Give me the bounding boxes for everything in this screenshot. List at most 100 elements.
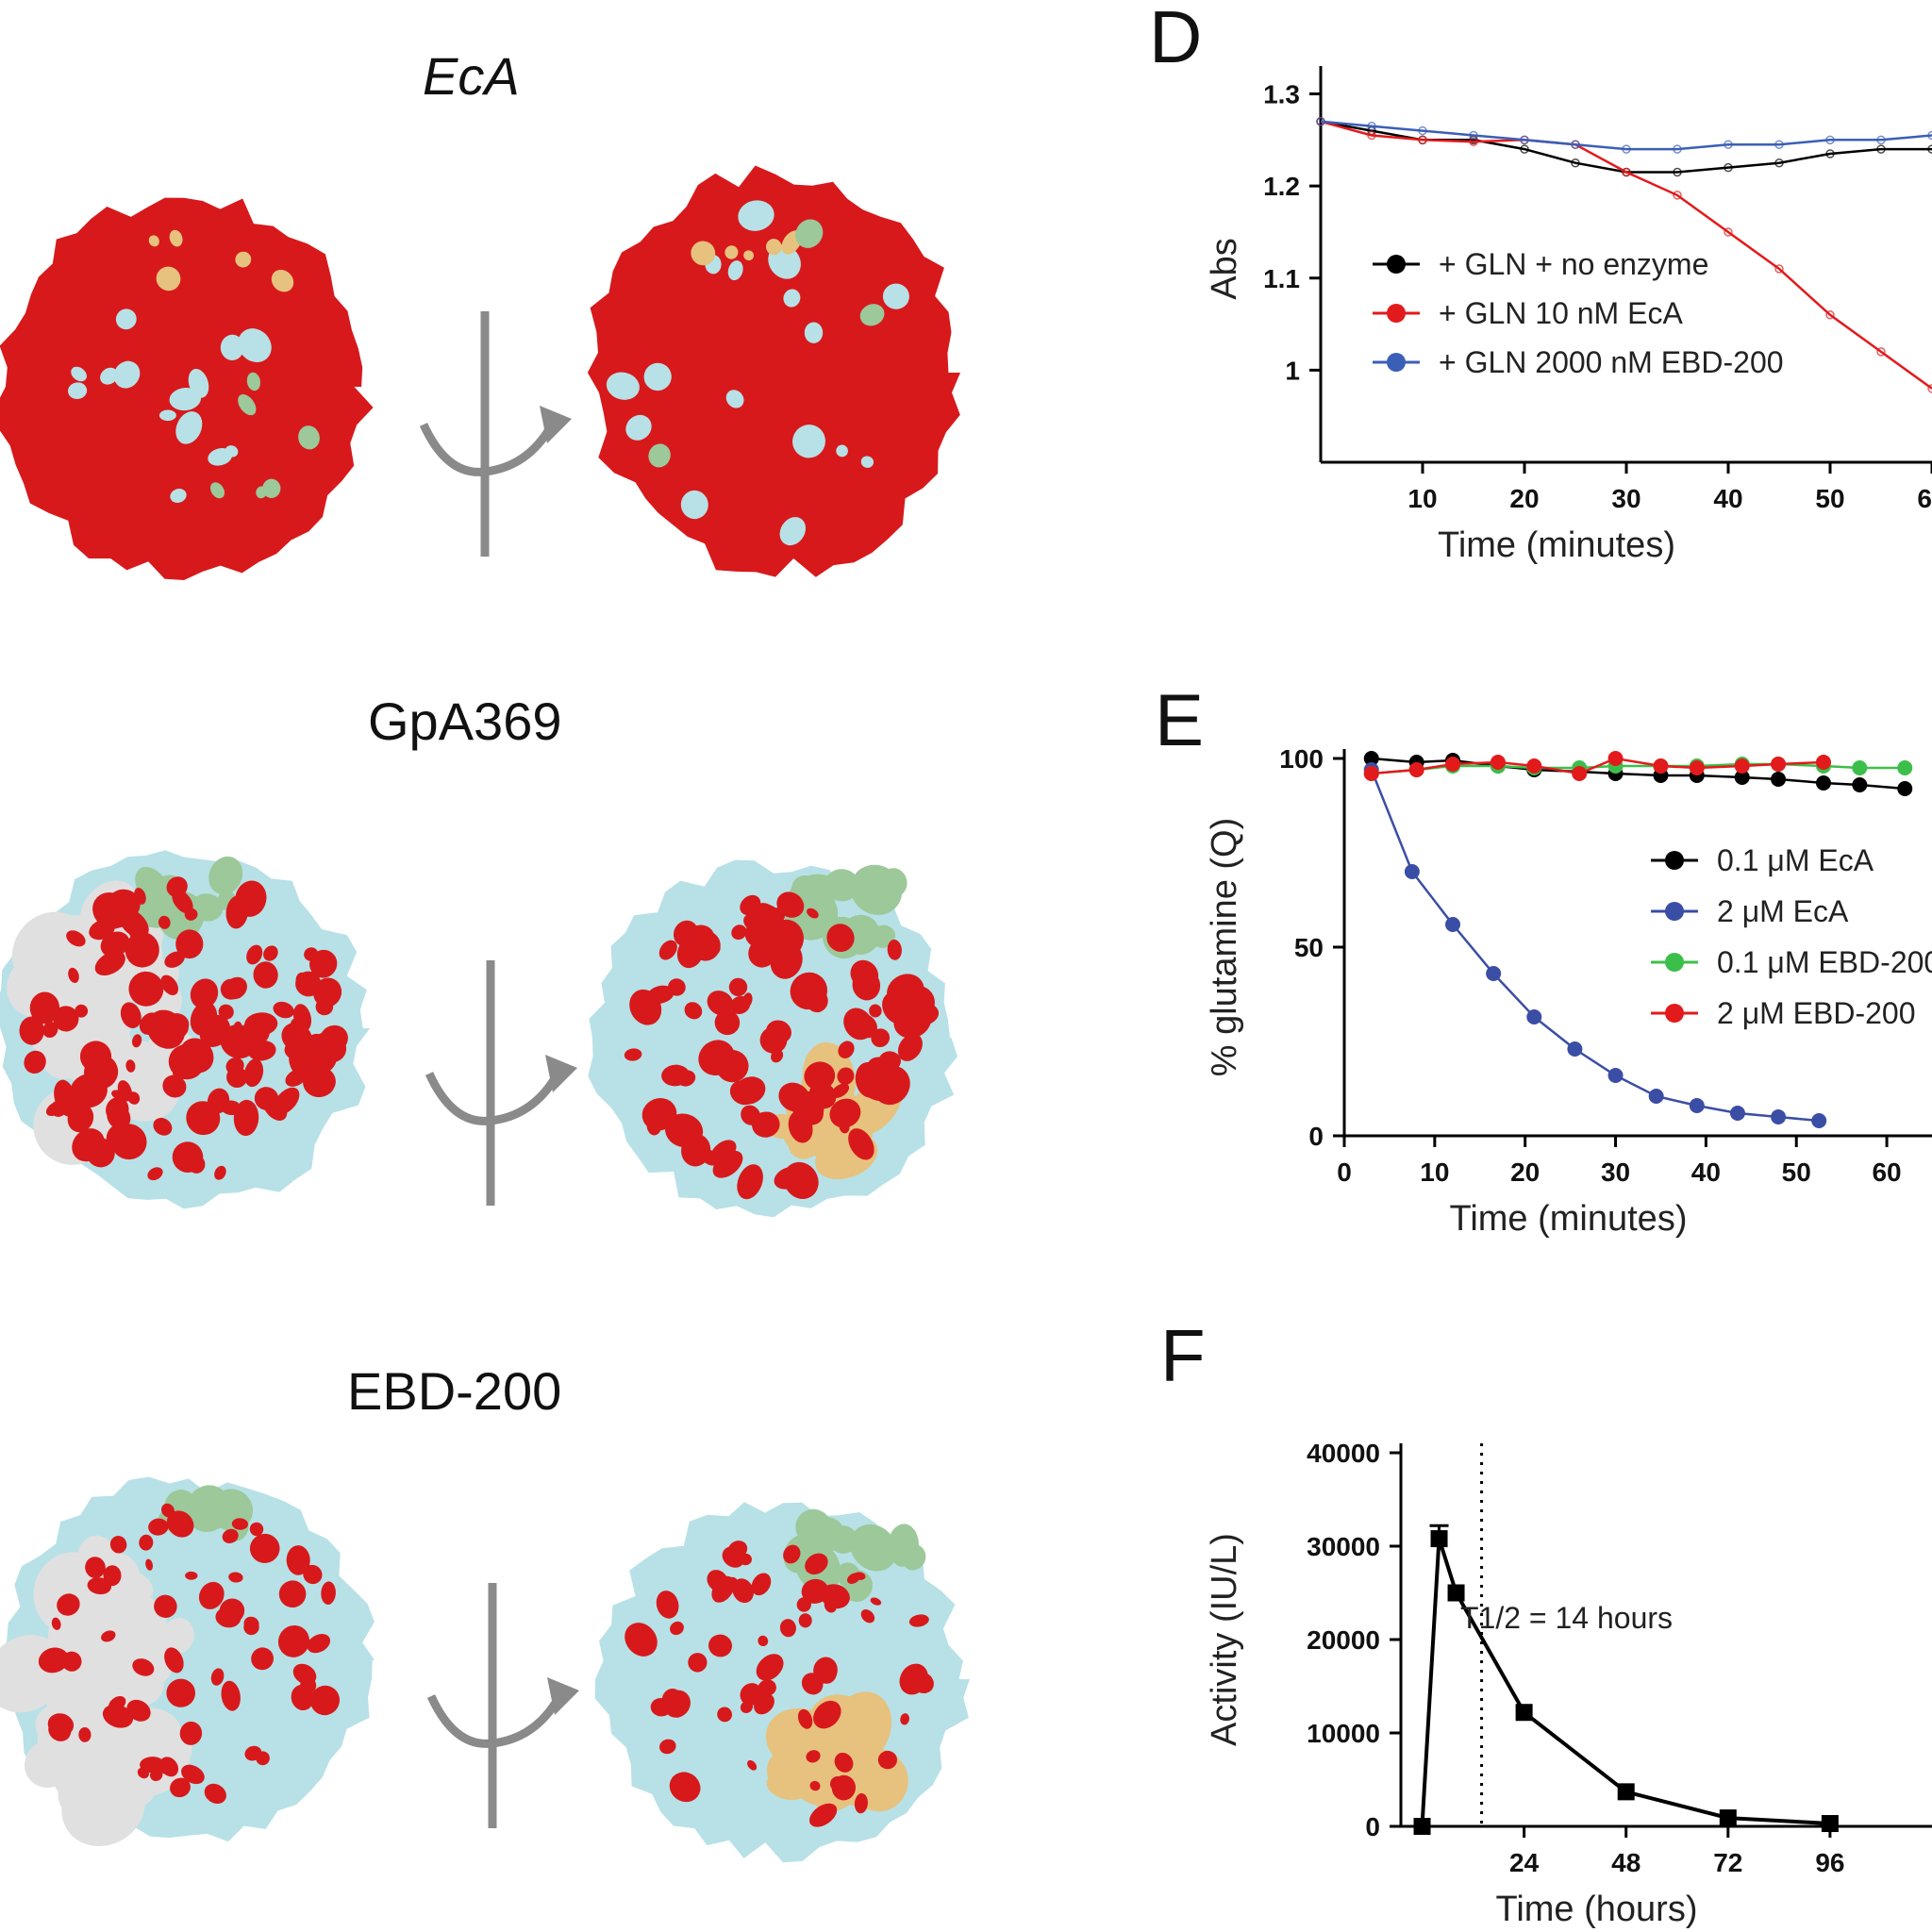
y-tick-label: 0 bbox=[1365, 1812, 1380, 1841]
series-line bbox=[1320, 120, 1932, 151]
rotation-arc bbox=[426, 1694, 562, 1748]
surface-patch bbox=[783, 289, 801, 308]
surface-patch bbox=[691, 931, 721, 961]
data-point bbox=[1927, 384, 1932, 393]
surface-patch bbox=[187, 1155, 206, 1174]
x-tick-label: 96 bbox=[1815, 1848, 1844, 1877]
surface-patch bbox=[668, 978, 686, 996]
surface-patch bbox=[303, 1564, 323, 1585]
surface-patch bbox=[643, 362, 672, 391]
data-point bbox=[1825, 310, 1835, 320]
x-axis-label: Time (hours) bbox=[1496, 1890, 1698, 1929]
series-1 bbox=[1316, 117, 1932, 393]
surface-patch bbox=[148, 1518, 169, 1536]
data-point bbox=[1418, 135, 1427, 145]
surface-patch bbox=[243, 1058, 264, 1088]
surface-patch bbox=[779, 1619, 796, 1638]
legend-entry: 2 μM EcA bbox=[1717, 894, 1849, 928]
surface-patch bbox=[137, 1767, 149, 1779]
surface-patch bbox=[738, 200, 774, 231]
data-point bbox=[1447, 1584, 1465, 1602]
data-point bbox=[1469, 137, 1478, 147]
rotation-axis-arrow-icon-ebd200 bbox=[426, 1583, 579, 1828]
structure-title-eca: EcA bbox=[423, 46, 520, 106]
surface-patch bbox=[808, 1129, 850, 1167]
data-point bbox=[1520, 135, 1529, 145]
surface-patch bbox=[765, 239, 782, 256]
surface-patch bbox=[804, 1061, 836, 1091]
data-point bbox=[1607, 1068, 1624, 1083]
structure-eca-front bbox=[0, 197, 374, 580]
data-point bbox=[1673, 167, 1682, 177]
surface-patch bbox=[754, 1693, 774, 1715]
rotation-arc bbox=[419, 423, 555, 476]
surface-patch bbox=[295, 971, 322, 997]
structure-title-ebd200: EBD-200 bbox=[347, 1361, 562, 1421]
legend-entry: 2 μM EBD-200 bbox=[1717, 996, 1916, 1030]
surface-patch bbox=[50, 1719, 125, 1805]
surface-patch bbox=[61, 1651, 82, 1672]
surface-patch bbox=[228, 1572, 243, 1583]
data-point bbox=[1734, 758, 1750, 774]
data-point bbox=[1673, 144, 1682, 154]
surface-patch bbox=[761, 923, 798, 957]
data-point bbox=[1774, 264, 1784, 274]
surface-patch bbox=[222, 1528, 239, 1543]
x-tick-label: 60 bbox=[1872, 1158, 1901, 1187]
data-point bbox=[1771, 1109, 1787, 1124]
surface-patch bbox=[102, 1704, 134, 1728]
surface-patch bbox=[791, 874, 816, 898]
surface-patch bbox=[859, 304, 885, 326]
data-point bbox=[1515, 1704, 1533, 1722]
x-tick-label: 72 bbox=[1713, 1848, 1742, 1877]
legend-entry: 0.1 μM EBD-200 bbox=[1717, 945, 1932, 979]
x-tick-label: 40 bbox=[1713, 484, 1742, 513]
surface-patch bbox=[824, 1599, 837, 1613]
surface-patch bbox=[190, 1001, 218, 1036]
surface-patch bbox=[798, 1613, 812, 1628]
surface-patch bbox=[208, 856, 243, 895]
surface-patch bbox=[707, 991, 734, 1016]
surface-patch bbox=[813, 1657, 838, 1684]
surface-patch bbox=[854, 879, 875, 907]
surface-patch bbox=[887, 940, 902, 960]
surface-patch bbox=[292, 1004, 312, 1032]
annotation: T1/2 = 14 hours bbox=[1460, 1601, 1673, 1635]
surface-patch bbox=[670, 1621, 684, 1636]
x-tick-label: 0 bbox=[1337, 1158, 1352, 1187]
data-point bbox=[1648, 1089, 1664, 1104]
surface-patch bbox=[740, 1701, 754, 1713]
surface-patch bbox=[184, 908, 198, 921]
data-point bbox=[1445, 917, 1461, 932]
surface-patch bbox=[254, 1087, 279, 1111]
legend-entry: 0.1 μM EcA bbox=[1717, 843, 1874, 877]
series-1 bbox=[1363, 762, 1827, 1128]
data-point bbox=[1363, 751, 1379, 766]
x-tick-label: 10 bbox=[1407, 484, 1437, 513]
surface-patch bbox=[238, 394, 257, 416]
surface-patch bbox=[797, 1101, 824, 1125]
surface-patch bbox=[274, 1087, 300, 1115]
y-tick-label: 1.2 bbox=[1263, 172, 1300, 201]
legend: 0.1 μM EcA 2 μM EcA 0.1 μM EBD-200 2 μM EBD… bbox=[1651, 843, 1932, 1030]
x-tick-label: 30 bbox=[1601, 1158, 1630, 1187]
surface-patch bbox=[125, 932, 159, 968]
series-line bbox=[1420, 1538, 1831, 1827]
data-point bbox=[1771, 757, 1787, 772]
data-point bbox=[1607, 751, 1624, 766]
data-point bbox=[1852, 760, 1868, 775]
surface-patch bbox=[161, 1617, 194, 1655]
surface-patch bbox=[120, 1002, 142, 1028]
legend-marker bbox=[1665, 851, 1684, 870]
surface-patch bbox=[11, 950, 58, 1004]
data-point bbox=[1724, 227, 1733, 237]
surface-patch bbox=[278, 1580, 307, 1607]
y-tick-label: 100 bbox=[1279, 744, 1324, 774]
surface-patch bbox=[253, 961, 278, 989]
surface-patch bbox=[19, 1016, 44, 1045]
surface-patch bbox=[68, 382, 88, 400]
surface-patch bbox=[809, 1780, 821, 1791]
data-point bbox=[1520, 144, 1529, 154]
surface-patch bbox=[243, 1619, 259, 1636]
surface-patch bbox=[132, 1658, 155, 1676]
